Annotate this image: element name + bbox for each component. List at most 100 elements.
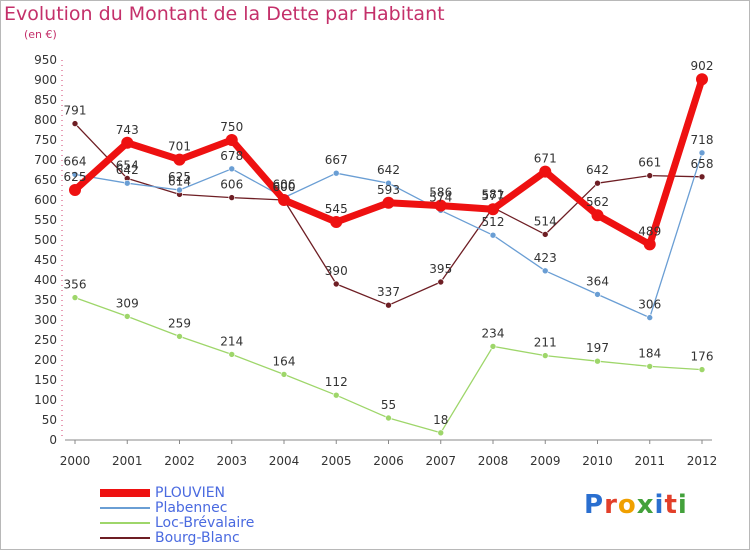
data-label: 577 bbox=[482, 189, 505, 203]
legend-item-loc-br-valaire: Loc-Brévalaire bbox=[100, 515, 360, 531]
legend-label: PLOUVIEN bbox=[155, 485, 226, 501]
y-tick-label: 250 bbox=[34, 333, 57, 347]
data-label: 671 bbox=[534, 152, 557, 166]
data-label: 514 bbox=[534, 214, 557, 228]
data-label: 791 bbox=[64, 104, 87, 118]
data-point-plouvien bbox=[434, 199, 447, 212]
data-label: 309 bbox=[116, 296, 139, 310]
data-point-plouvien bbox=[173, 153, 186, 166]
data-point-loc-br-valaire bbox=[646, 363, 654, 370]
data-point-plouvien bbox=[696, 73, 708, 86]
data-label: 661 bbox=[638, 156, 661, 170]
data-label: 654 bbox=[116, 158, 139, 172]
y-tick-label: 300 bbox=[34, 313, 57, 327]
y-tick-label: 800 bbox=[34, 113, 57, 127]
data-point-loc-br-valaire bbox=[698, 366, 706, 373]
y-tick-label: 150 bbox=[34, 373, 57, 387]
data-label: 423 bbox=[534, 251, 557, 265]
data-label: 642 bbox=[116, 163, 139, 177]
data-point-bourg-blanc bbox=[332, 280, 340, 288]
data-label: 176 bbox=[691, 350, 714, 364]
series-group bbox=[69, 73, 708, 437]
y-tick-label: 650 bbox=[34, 173, 57, 187]
data-point-bourg-blanc bbox=[437, 278, 445, 286]
logo-letter: o bbox=[617, 490, 637, 520]
data-label: 184 bbox=[638, 346, 661, 360]
y-tick-label: 400 bbox=[34, 273, 57, 287]
y-tick-label: 500 bbox=[34, 233, 57, 247]
data-point-bourg-blanc bbox=[71, 120, 79, 127]
data-label: 356 bbox=[64, 278, 87, 292]
data-label: 593 bbox=[377, 183, 400, 197]
data-point-plouvien bbox=[591, 209, 604, 222]
chart-title: Evolution du Montant de la Dette par Hab… bbox=[4, 3, 445, 25]
data-point-plouvien bbox=[225, 134, 238, 146]
data-label: 606 bbox=[273, 178, 296, 192]
x-tick-label: 2004 bbox=[269, 454, 300, 468]
data-point-loc-br-valaire bbox=[71, 294, 79, 301]
x-tick-label: 2010 bbox=[582, 454, 613, 468]
data-label: 701 bbox=[168, 140, 191, 154]
data-point-plouvien bbox=[121, 136, 134, 149]
x-tick-label: 2009 bbox=[530, 454, 561, 468]
data-point-plabennec bbox=[646, 314, 654, 321]
legend-label: Bourg-Blanc bbox=[155, 530, 240, 546]
data-point-plouvien bbox=[278, 194, 290, 206]
data-point-plabennec bbox=[176, 186, 183, 194]
data-label: 750 bbox=[220, 120, 243, 134]
legend-item-plabennec: Plabennec bbox=[100, 500, 360, 516]
legend-label: Loc-Brévalaire bbox=[155, 515, 255, 531]
data-point-plouvien bbox=[487, 203, 499, 216]
legend-item-plouvien: PLOUVIEN bbox=[100, 485, 360, 501]
data-point-plabennec bbox=[541, 267, 549, 275]
data-point-loc-br-valaire bbox=[489, 343, 497, 350]
data-label: 337 bbox=[377, 285, 400, 299]
data-label: 55 bbox=[381, 398, 396, 412]
data-point-loc-br-valaire bbox=[594, 357, 601, 365]
data-point-plouvien bbox=[330, 216, 343, 228]
data-label: 581 bbox=[482, 188, 505, 202]
data-label: 545 bbox=[325, 202, 348, 216]
x-tick-label: 2000 bbox=[60, 454, 91, 468]
legend-swatch bbox=[100, 537, 150, 539]
data-label: 667 bbox=[325, 153, 348, 167]
data-label: 489 bbox=[638, 224, 661, 238]
data-label: 664 bbox=[64, 154, 87, 168]
data-label: 306 bbox=[638, 298, 661, 312]
data-label: 658 bbox=[691, 157, 714, 171]
data-label: 642 bbox=[586, 163, 609, 177]
x-tick-label: 2002 bbox=[164, 454, 195, 468]
data-point-bourg-blanc bbox=[698, 173, 706, 181]
y-tick-label: 950 bbox=[34, 53, 57, 67]
logo-letter: i bbox=[677, 490, 688, 520]
data-point-bourg-blanc bbox=[594, 179, 601, 187]
y-tick-label: 0 bbox=[49, 433, 57, 447]
x-tick-label: 2011 bbox=[634, 454, 665, 468]
logo-letter: r bbox=[604, 490, 618, 520]
legend-item-bourg-blanc: Bourg-Blanc bbox=[100, 530, 360, 546]
data-label: 718 bbox=[691, 133, 714, 147]
data-label: 112 bbox=[325, 375, 348, 389]
data-point-loc-br-valaire bbox=[123, 313, 131, 320]
y-tick-label: 450 bbox=[34, 253, 57, 267]
y-tick-label: 50 bbox=[42, 413, 57, 427]
legend: PLOUVIEN Plabennec Loc-Brévalaire Bourg-Bla… bbox=[100, 485, 360, 546]
data-label: 600 bbox=[273, 180, 296, 194]
data-label: 259 bbox=[168, 316, 191, 330]
data-label: 600 bbox=[273, 180, 296, 194]
data-point-plabennec bbox=[228, 165, 236, 173]
series-line-plouvien bbox=[71, 75, 706, 248]
data-label: 743 bbox=[116, 123, 139, 137]
data-point-bourg-blanc bbox=[228, 194, 236, 201]
logo-letter: x bbox=[636, 490, 655, 520]
logo-letter: t bbox=[664, 490, 678, 520]
x-tick-label: 2003 bbox=[216, 454, 247, 468]
y-tick-label: 200 bbox=[34, 353, 57, 367]
y-tick-label: 600 bbox=[34, 193, 57, 207]
data-point-plouvien bbox=[69, 184, 81, 196]
y-tick-label: 550 bbox=[34, 213, 57, 227]
data-label: 211 bbox=[534, 336, 557, 350]
legend-swatch bbox=[100, 489, 150, 497]
